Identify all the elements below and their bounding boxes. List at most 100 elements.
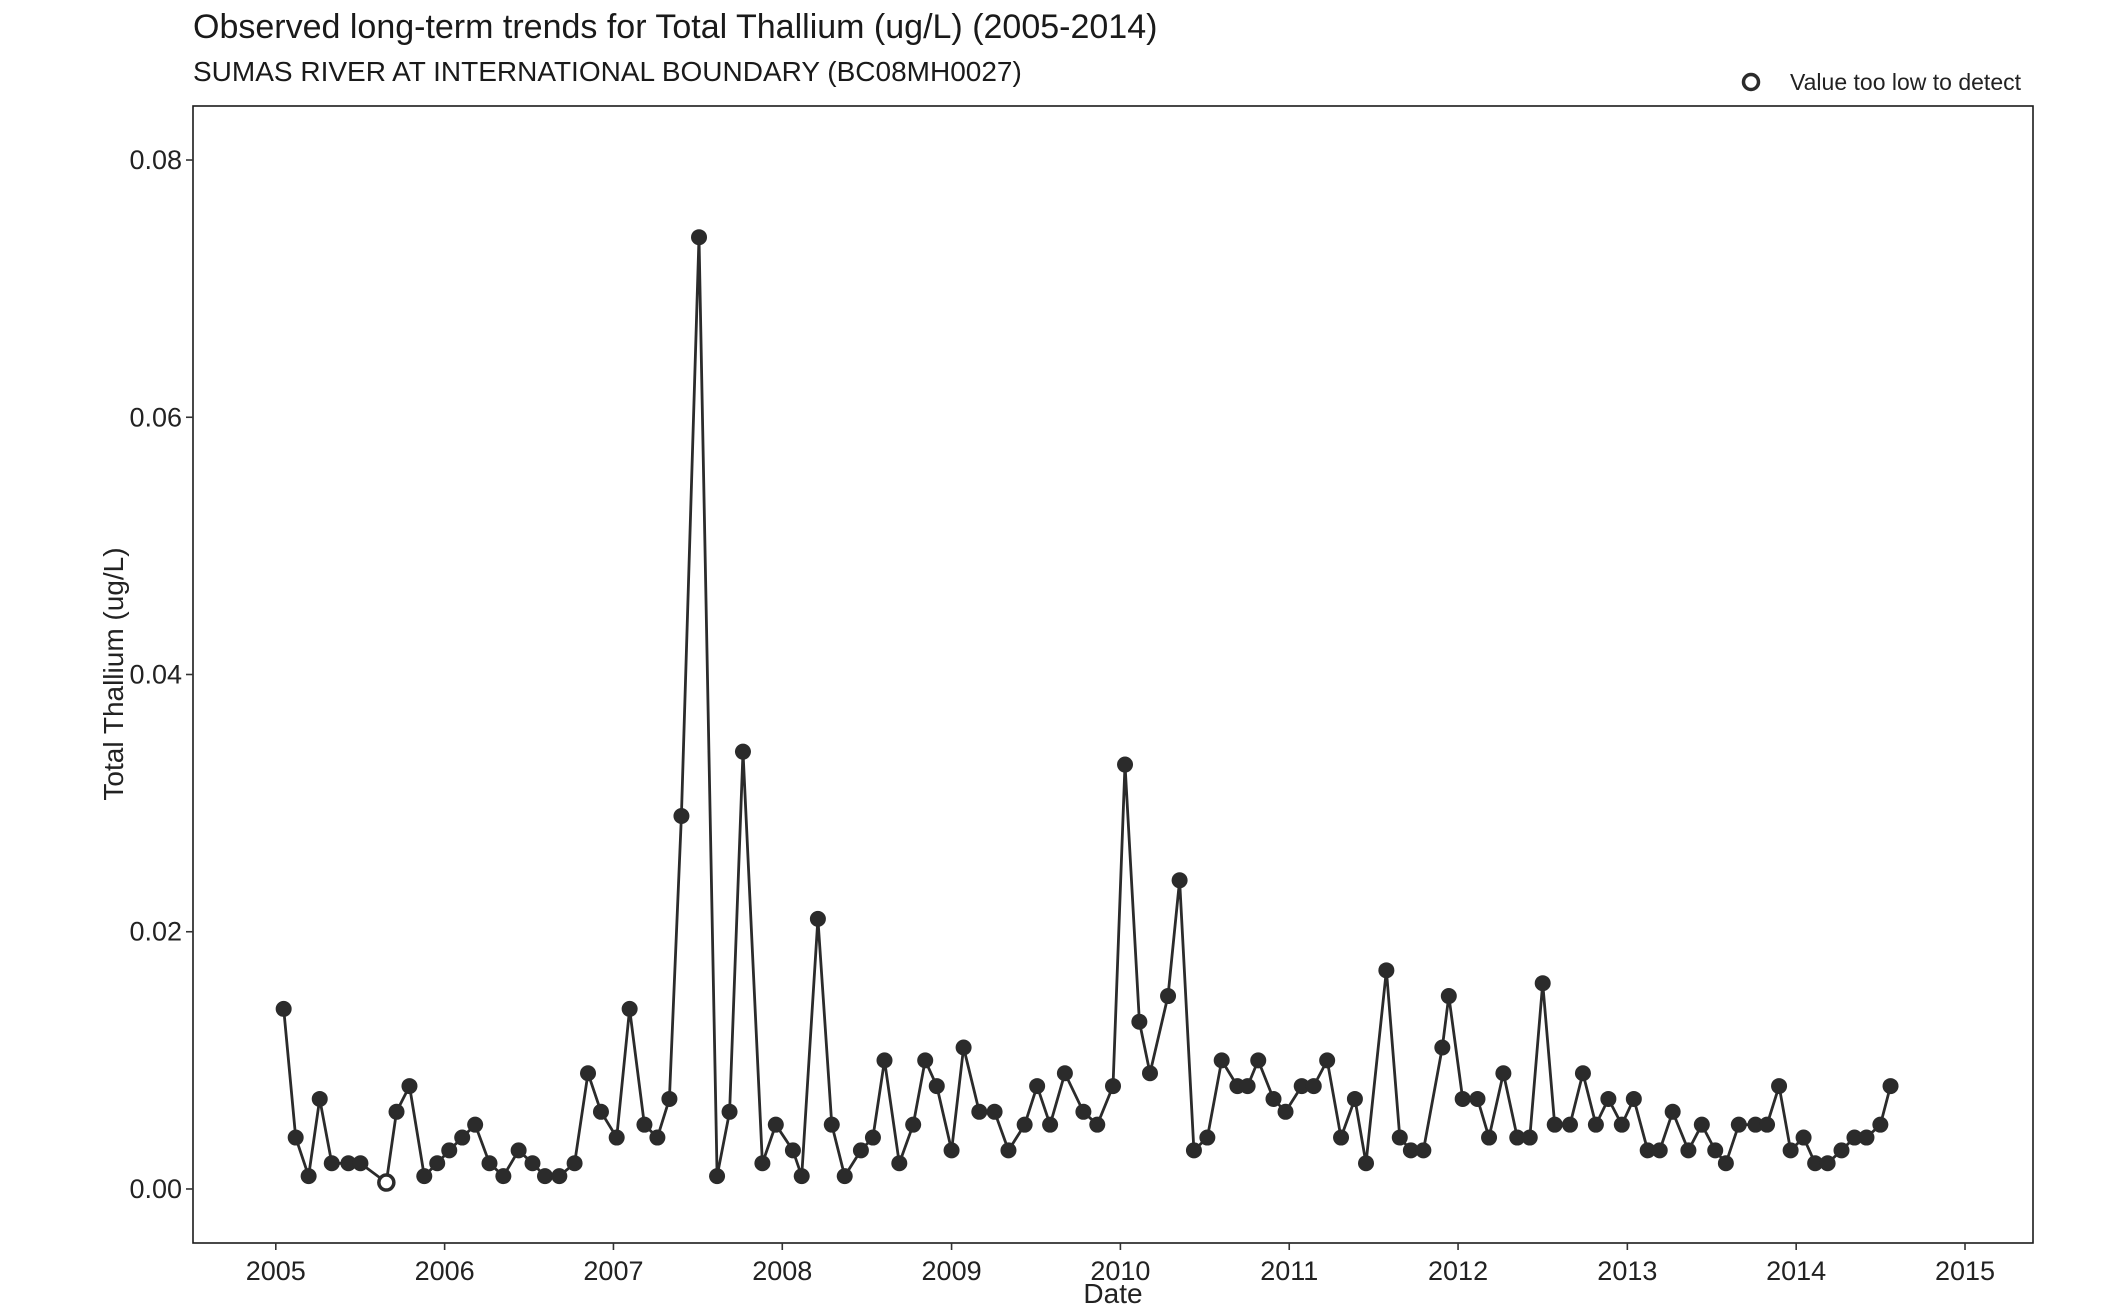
x-axis: 2005 2006 2007 2008 2009 2010 2011 2012 2013 2014… — [246, 1243, 1995, 1286]
data-point — [1440, 988, 1457, 1005]
data-point — [767, 1116, 784, 1133]
data-point — [1056, 1065, 1073, 1082]
x-tick-label: 2006 — [415, 1256, 475, 1286]
data-point — [1717, 1155, 1734, 1172]
data-point — [1664, 1103, 1681, 1120]
data-point — [1693, 1116, 1710, 1133]
data-point — [1042, 1116, 1059, 1133]
data-point — [721, 1103, 738, 1120]
series-points — [275, 229, 1899, 1192]
data-point — [1319, 1052, 1336, 1069]
legend-open-circle-marker — [1741, 72, 1761, 92]
data-point — [311, 1090, 328, 1107]
data-point — [1160, 988, 1177, 1005]
data-point — [1587, 1116, 1604, 1133]
data-point — [1333, 1129, 1350, 1146]
data-point — [1358, 1155, 1375, 1172]
data-point — [1239, 1078, 1256, 1095]
x-axis-title: Date — [1083, 1278, 1142, 1309]
data-point — [1029, 1078, 1046, 1095]
data-point — [943, 1142, 960, 1159]
legend-label-below-detection: Value too low to detect — [1790, 69, 2022, 95]
data-point — [1882, 1078, 1899, 1095]
data-point — [566, 1155, 583, 1172]
data-point — [300, 1168, 317, 1185]
data-point — [1469, 1090, 1486, 1107]
data-point — [971, 1103, 988, 1120]
data-point — [928, 1078, 945, 1095]
data-point — [1771, 1078, 1788, 1095]
data-point — [661, 1090, 678, 1107]
x-tick-label: 2007 — [583, 1256, 643, 1286]
y-tick-label: 0.02 — [129, 917, 182, 947]
x-tick-label: 2011 — [1260, 1256, 1318, 1286]
data-point — [1402, 1142, 1419, 1159]
y-tick-label: 0.08 — [129, 145, 182, 175]
data-point — [823, 1116, 840, 1133]
data-point — [809, 910, 826, 927]
data-point — [495, 1168, 512, 1185]
data-point — [1872, 1116, 1889, 1133]
data-point — [1795, 1129, 1812, 1146]
x-tick-label: 2013 — [1597, 1256, 1657, 1286]
data-point — [1171, 872, 1188, 889]
data-point — [852, 1142, 869, 1159]
data-point — [864, 1129, 881, 1146]
y-tick-label: 0.00 — [129, 1174, 182, 1204]
data-point — [1415, 1142, 1432, 1159]
data-point — [905, 1116, 922, 1133]
data-point — [734, 743, 751, 760]
data-point — [621, 1000, 638, 1017]
data-point — [1391, 1129, 1408, 1146]
data-point — [876, 1052, 893, 1069]
data-point — [1075, 1103, 1092, 1120]
data-point — [673, 807, 690, 824]
x-tick-label: 2014 — [1766, 1256, 1826, 1286]
data-point — [1521, 1129, 1538, 1146]
chart-subtitle: SUMAS RIVER AT INTERNATIONAL BOUNDARY (B… — [193, 56, 1022, 87]
data-point — [454, 1129, 471, 1146]
data-point — [709, 1168, 726, 1185]
data-point — [1747, 1116, 1764, 1133]
data-point — [429, 1155, 446, 1172]
data-point — [551, 1168, 568, 1185]
data-point — [1574, 1065, 1591, 1082]
data-point — [1434, 1039, 1451, 1056]
data-point — [986, 1103, 1003, 1120]
data-point — [1481, 1129, 1498, 1146]
data-point — [592, 1103, 609, 1120]
data-point — [524, 1155, 541, 1172]
data-point — [691, 229, 708, 246]
data-point — [891, 1155, 908, 1172]
data-point — [917, 1052, 934, 1069]
data-point — [1199, 1129, 1216, 1146]
data-point — [510, 1142, 527, 1159]
data-point — [467, 1116, 484, 1133]
x-tick-label: 2008 — [752, 1256, 812, 1286]
data-point — [1858, 1129, 1875, 1146]
y-axis: 0.00 0.02 0.04 0.06 0.08 — [129, 145, 193, 1204]
data-point — [1639, 1142, 1656, 1159]
data-point — [1250, 1052, 1267, 1069]
data-point — [1142, 1065, 1159, 1082]
data-point — [1293, 1078, 1310, 1095]
data-point — [352, 1155, 369, 1172]
data-point — [1117, 756, 1134, 773]
data-point — [1819, 1155, 1836, 1172]
data-point — [580, 1065, 597, 1082]
data-point — [649, 1129, 666, 1146]
y-tick-label: 0.06 — [129, 402, 182, 432]
data-point — [287, 1129, 304, 1146]
data-point — [784, 1142, 801, 1159]
data-point — [1833, 1142, 1850, 1159]
data-point — [481, 1155, 498, 1172]
data-point — [836, 1168, 853, 1185]
data-point — [1495, 1065, 1512, 1082]
data-point — [1277, 1103, 1294, 1120]
data-point — [1305, 1078, 1322, 1095]
data-point — [608, 1129, 625, 1146]
data-point — [1807, 1155, 1824, 1172]
data-point — [1454, 1090, 1471, 1107]
x-tick-label: 2005 — [246, 1256, 306, 1286]
